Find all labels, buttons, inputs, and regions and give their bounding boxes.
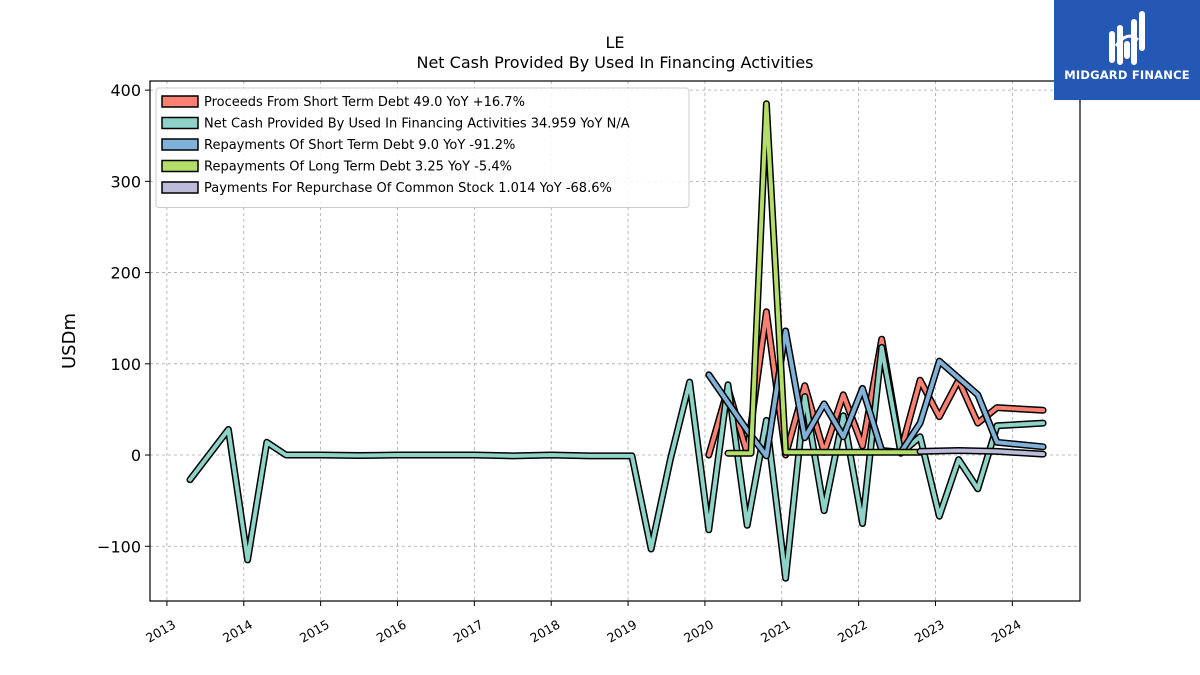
legend-label-3: Repayments Of Long Term Debt 3.25 YoY -5… <box>204 160 512 175</box>
series-line-3 <box>726 101 923 456</box>
x-tick-label: 2022 <box>835 617 870 646</box>
legend-swatch-1 <box>161 116 199 130</box>
x-tick-label: 2018 <box>527 617 562 646</box>
plot-frame <box>149 80 1081 602</box>
x-tick-label: 2013 <box>143 617 178 646</box>
x-tick-label: 2024 <box>989 617 1024 646</box>
x-tick-label: 2020 <box>681 617 716 646</box>
x-tick-label: 2017 <box>451 617 486 646</box>
y-tick-label: 100 <box>110 355 141 374</box>
chart-subtitle: Net Cash Provided By Used In Financing A… <box>416 53 813 72</box>
x-tick-label: 2019 <box>604 617 639 646</box>
series-line-4 <box>918 448 1046 457</box>
y-tick-label: 400 <box>110 81 141 100</box>
x-tick-label: 2023 <box>912 617 947 646</box>
legend-box <box>155 87 690 208</box>
legend-swatch-4 <box>161 181 199 194</box>
legend-label-2: Repayments Of Short Term Debt 9.0 YoY -9… <box>204 138 515 153</box>
y-tick-label: −100 <box>97 537 141 556</box>
chart-title: LE <box>605 33 624 52</box>
legend-swatch-3 <box>161 159 199 173</box>
x-tick-label: 2021 <box>758 617 793 646</box>
legend: Proceeds From Short Term Debt 49.0 YoY +… <box>155 87 690 208</box>
logo-text: MIDGARD FINANCE <box>1064 68 1190 82</box>
legend-label-4: Payments For Repurchase Of Common Stock … <box>204 181 612 196</box>
legend-swatch-2 <box>161 138 199 151</box>
series-outline-1 <box>186 343 1047 582</box>
y-tick-label: 0 <box>131 446 141 465</box>
series-line-0 <box>706 309 1046 457</box>
y-tick-label: 200 <box>110 264 141 283</box>
legend-label-1: Net Cash Provided By Used In Financing A… <box>204 117 630 132</box>
series-line-1 <box>188 345 1046 581</box>
y-tick-label: 300 <box>110 172 141 191</box>
legend-label-0: Proceeds From Short Term Debt 49.0 YoY +… <box>204 95 525 110</box>
x-tick-label: 2014 <box>220 617 255 646</box>
logo-mark-icon <box>1109 11 1145 65</box>
legend-swatch-0 <box>161 95 199 108</box>
x-tick-label: 2015 <box>297 617 332 646</box>
series-line-2 <box>706 329 1046 458</box>
brand-logo: MIDGARD FINANCE <box>1054 0 1200 100</box>
x-tick-label: 2016 <box>374 617 409 646</box>
series-lines <box>186 100 1047 582</box>
y-axis-label: USDm <box>59 313 80 369</box>
